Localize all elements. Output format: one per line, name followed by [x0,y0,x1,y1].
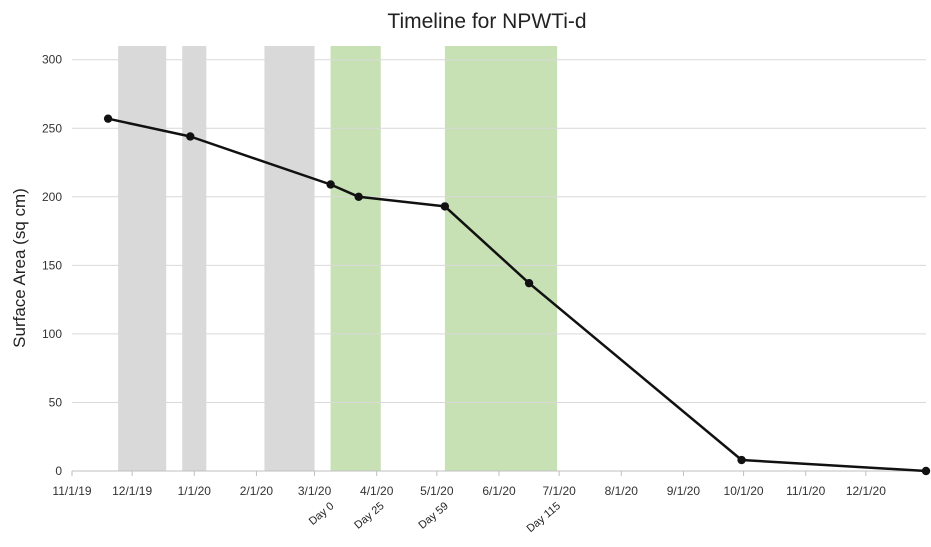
y-tick-label: 0 [55,464,62,478]
x-tick-label: 6/1/20 [482,484,516,498]
shaded-periods [118,46,558,471]
y-tick-label: 250 [42,121,62,135]
x-tick-label: 5/1/20 [420,484,454,498]
grid [72,59,926,403]
data-point [326,180,335,189]
y-axis-label: Surface Area (sq cm) [10,188,29,348]
x-tick-label: 11/1/20 [786,484,825,498]
y-tick-label: 200 [42,190,62,204]
y-tick-label: 150 [42,258,62,272]
day-annotation: Day 59 [416,500,450,532]
x-tick-label: 11/1/19 [52,484,91,498]
chart-title: Timeline for NPWTi-d [387,10,586,33]
x-tick-label: 1/1/20 [178,484,212,498]
series [103,114,931,476]
data-point [440,202,450,211]
y-tick-label: 50 [49,395,63,409]
x-tick-label: 3/1/20 [298,484,332,498]
x-tick-label: 8/1/20 [605,484,639,498]
data-point [921,466,931,476]
series-line [107,117,927,473]
shaded-period [264,46,315,471]
data-point [354,192,363,202]
x-tick-label: 7/1/20 [542,484,576,498]
x-tick-label: 12/1/20 [846,484,886,498]
x-tick-label: 4/1/20 [360,484,394,498]
x-tick-label: 9/1/20 [667,484,701,498]
day-annotation: Day 0 [307,500,337,528]
day-annotation: Day 25 [352,500,386,532]
data-point [186,132,195,141]
data-point [103,114,113,123]
shaded-period [330,46,381,471]
day-annotation: Day 115 [525,500,563,535]
y-tick-label: 300 [42,53,62,67]
x-tick-label: 2/1/20 [240,484,274,498]
shaded-period [182,46,207,471]
shaded-period [118,46,167,471]
y-tick-label: 100 [42,327,62,341]
axes: 0 50 100 150 200 250 300 11/1/19 12/1/19 1/1/20 2/… [42,53,926,498]
x-tick-label: 10/1/20 [724,484,764,498]
data-point [524,278,534,288]
x-tick-label: 12/1/19 [112,484,152,498]
data-point [737,455,746,465]
annotations: Day 0 Day 25 Day 59 Day 115 [307,500,563,535]
